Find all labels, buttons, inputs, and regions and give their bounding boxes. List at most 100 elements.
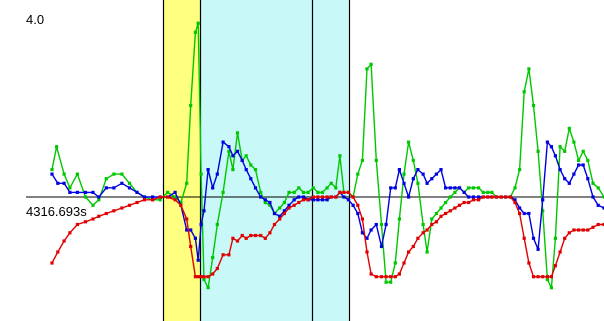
series-1-point-9 bbox=[112, 186, 116, 190]
series-2-point-26 bbox=[211, 272, 215, 276]
series-2-point-90 bbox=[508, 195, 512, 199]
series-2-point-4 bbox=[75, 222, 79, 227]
series-1-point-2 bbox=[62, 181, 66, 185]
series-2-point-66 bbox=[397, 272, 401, 276]
series-2-point-95 bbox=[531, 275, 536, 279]
series-2-point-47 bbox=[311, 195, 315, 199]
series-1-point-35 bbox=[253, 186, 258, 190]
series-1-point-38 bbox=[268, 200, 272, 205]
series-2-point-82 bbox=[471, 198, 475, 202]
series-0-point-9 bbox=[112, 172, 116, 176]
series-0-point-85 bbox=[486, 190, 490, 194]
series-0-point-6 bbox=[91, 203, 95, 207]
series-1-point-37 bbox=[263, 198, 267, 202]
series-0-point-4 bbox=[75, 172, 79, 176]
series-2-point-71 bbox=[421, 231, 425, 235]
series-1-point-30 bbox=[231, 154, 235, 158]
series-1-point-1 bbox=[56, 181, 60, 185]
series-1-point-75 bbox=[439, 168, 443, 172]
series-2-point-94 bbox=[527, 261, 531, 265]
series-1-point-32 bbox=[240, 158, 244, 162]
series-0-point-76 bbox=[444, 200, 448, 205]
series-1-point-47 bbox=[311, 198, 315, 202]
series-2-point-25 bbox=[206, 275, 210, 279]
series-1-point-5 bbox=[83, 190, 88, 194]
series-0-point-16 bbox=[166, 190, 170, 194]
series-2-point-29 bbox=[227, 253, 231, 257]
series-1-point-41 bbox=[282, 209, 286, 213]
series-2-point-59 bbox=[365, 250, 369, 254]
series-1-point-71 bbox=[421, 172, 425, 176]
series-0-point-50 bbox=[325, 186, 329, 190]
series-1-point-80 bbox=[462, 190, 466, 194]
series-1-point-36 bbox=[259, 195, 263, 199]
series-2-point-103 bbox=[567, 231, 571, 235]
series-0-point-29 bbox=[227, 149, 231, 153]
series-1-point-20 bbox=[189, 228, 193, 232]
series-0-point-37 bbox=[263, 200, 267, 205]
series-2-point-17 bbox=[173, 198, 177, 202]
series-2-point-58 bbox=[360, 217, 364, 221]
series-0-point-86 bbox=[490, 190, 494, 194]
series-2-point-28 bbox=[221, 253, 225, 257]
series-2-point-61 bbox=[374, 275, 378, 279]
series-2-point-85 bbox=[486, 195, 490, 199]
series-1-point-26 bbox=[211, 186, 215, 190]
series-2-point-89 bbox=[504, 195, 508, 199]
series-2-point-34 bbox=[249, 233, 253, 238]
series-1-point-21 bbox=[193, 236, 197, 240]
series-1-point-76 bbox=[444, 186, 448, 190]
series-2-point-16 bbox=[166, 195, 170, 199]
series-2-point-22 bbox=[196, 275, 200, 279]
series-1-point-108 bbox=[591, 195, 595, 199]
series-2-point-74 bbox=[434, 220, 438, 224]
series-0-point-0 bbox=[50, 168, 54, 172]
series-0-point-40 bbox=[278, 206, 282, 210]
series-1-point-12 bbox=[135, 190, 139, 194]
series-0-point-30 bbox=[231, 168, 235, 172]
series-1-point-61 bbox=[374, 222, 378, 227]
series-0-point-10 bbox=[120, 172, 124, 176]
series-2-point-108 bbox=[591, 225, 595, 229]
series-1-point-13 bbox=[142, 195, 147, 199]
series-1-point-95 bbox=[531, 236, 536, 240]
series-0-point-5 bbox=[83, 195, 88, 199]
series-1-point-62 bbox=[379, 244, 384, 249]
series-2-point-41 bbox=[282, 211, 286, 216]
series-1-point-63 bbox=[384, 222, 388, 227]
series-2-point-18 bbox=[179, 203, 183, 207]
series-2-point-64 bbox=[389, 275, 393, 279]
series-0-point-107 bbox=[586, 158, 590, 162]
series-0-point-48 bbox=[316, 190, 320, 194]
series-1-point-43 bbox=[292, 198, 296, 202]
series-1-point-56 bbox=[351, 203, 355, 207]
series-0-point-58 bbox=[360, 158, 364, 162]
series-2-point-6 bbox=[91, 217, 95, 221]
series-2-point-67 bbox=[402, 261, 406, 265]
series-2-point-68 bbox=[407, 250, 411, 254]
series-1-point-28 bbox=[221, 140, 225, 144]
series-1-point-100 bbox=[553, 154, 557, 158]
series-0-point-100 bbox=[553, 236, 557, 240]
series-0-point-66 bbox=[397, 217, 401, 221]
series-2-point-101 bbox=[558, 250, 562, 254]
series-2-point-44 bbox=[297, 200, 301, 205]
series-2-point-3 bbox=[68, 231, 72, 235]
series-1-point-97 bbox=[541, 198, 545, 202]
series-2-point-104 bbox=[572, 228, 576, 232]
series-2-point-12 bbox=[135, 200, 139, 205]
series-2-point-100 bbox=[553, 264, 557, 268]
series-0-point-20 bbox=[189, 103, 193, 108]
series-1-point-25 bbox=[206, 168, 210, 172]
series-0-point-93 bbox=[522, 90, 526, 94]
series-2-point-76 bbox=[444, 211, 448, 216]
series-2-point-37 bbox=[263, 236, 267, 240]
series-1-point-8 bbox=[104, 186, 108, 190]
series-0-point-44 bbox=[297, 186, 301, 190]
series-0-point-95 bbox=[531, 103, 536, 108]
series-1-point-24 bbox=[202, 209, 206, 213]
series-0-point-27 bbox=[215, 222, 219, 227]
series-0-point-23 bbox=[199, 172, 203, 176]
series-0-point-33 bbox=[244, 154, 248, 158]
series-0-point-19 bbox=[185, 181, 189, 185]
